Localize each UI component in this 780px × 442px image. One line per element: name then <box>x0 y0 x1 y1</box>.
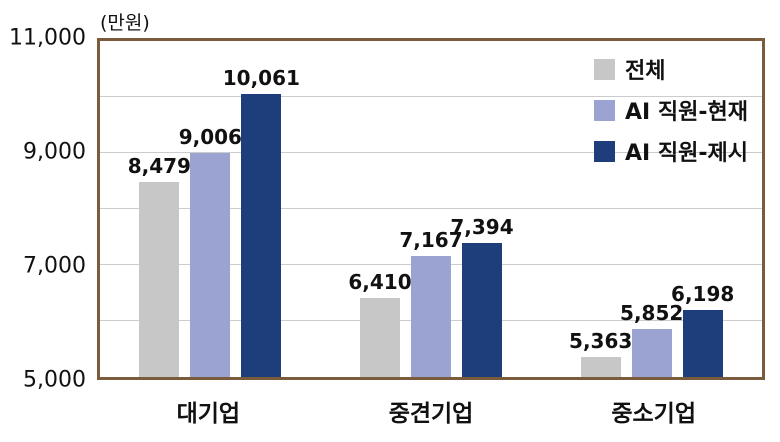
bar-group: 8,479 9,006 10,061 <box>100 41 321 377</box>
bar <box>580 356 621 377</box>
bar-value-label: 9,006 <box>178 124 242 149</box>
bar-value-label: 6,410 <box>348 270 412 295</box>
y-tick-label: 5,000 <box>23 367 86 393</box>
bar-group: 6,410 7,167 7,394 <box>321 41 542 377</box>
bar-value-label: 7,394 <box>450 214 514 239</box>
y-tick-label: 11,000 <box>9 25 86 51</box>
x-axis: 대기업 중견기업 중소기업 <box>97 394 765 428</box>
gridline <box>100 151 762 153</box>
y-axis: 5,000 7,000 9,000 11,000 <box>0 26 90 393</box>
bar-value-label: 7,167 <box>399 227 463 252</box>
bar-wrap: 5,852 <box>620 41 683 377</box>
bar-group: 5,363 5,852 6,198 <box>541 41 762 377</box>
legend-item: 전체 <box>594 53 748 85</box>
legend-item: AI 직원-현재 <box>594 94 748 126</box>
legend-swatch-icon <box>594 99 616 121</box>
legend-label: 전체 <box>625 59 666 84</box>
bar <box>360 298 400 377</box>
y-axis-unit-label: (만원) <box>100 12 150 34</box>
bar-wrap: 5,363 <box>569 41 632 377</box>
bar-wrap: 8,479 <box>128 41 191 377</box>
legend-swatch-icon <box>594 58 616 80</box>
legend: 전체 AI 직원-현재 AI 직원-제시 <box>594 53 748 167</box>
gridline <box>100 95 762 97</box>
bar-wrap: 7,394 <box>450 41 514 377</box>
bar-value-label: 6,198 <box>671 281 735 306</box>
bar-wrap: 7,167 <box>399 41 463 377</box>
plot-area: 8,479 9,006 10,061 6,410 7,167 7,394 5,363 5,85… <box>97 38 765 380</box>
x-category-label: 중소기업 <box>611 401 696 427</box>
bar <box>411 255 451 377</box>
bar <box>631 329 672 377</box>
legend-label: AI 직원-현재 <box>625 100 748 125</box>
bar-wrap: 6,410 <box>348 41 412 377</box>
bar <box>139 182 180 377</box>
y-tick-label: 7,000 <box>23 253 86 279</box>
y-tick-label: 9,000 <box>23 139 86 165</box>
x-category-label: 대기업 <box>176 401 241 427</box>
bar-wrap: 6,198 <box>671 41 734 377</box>
legend-swatch-icon <box>594 140 616 162</box>
bar-groups: 8,479 9,006 10,061 6,410 7,167 7,394 5,363 5,85… <box>100 41 762 377</box>
bar <box>241 93 282 377</box>
legend-label: AI 직원-제시 <box>625 141 748 166</box>
bar <box>682 309 723 377</box>
bar-value-label: 10,061 <box>222 65 300 90</box>
bar-value-label: 8,479 <box>127 154 191 179</box>
bar-wrap: 9,006 <box>179 41 242 377</box>
gridline <box>100 208 762 209</box>
bar <box>190 152 231 377</box>
legend-item: AI 직원-제시 <box>594 135 748 167</box>
bar-value-label: 5,852 <box>620 301 684 326</box>
bar-value-label: 5,363 <box>569 328 633 353</box>
bar-wrap: 10,061 <box>223 41 300 377</box>
x-category-label: 중견기업 <box>388 401 474 427</box>
bar <box>462 242 502 377</box>
